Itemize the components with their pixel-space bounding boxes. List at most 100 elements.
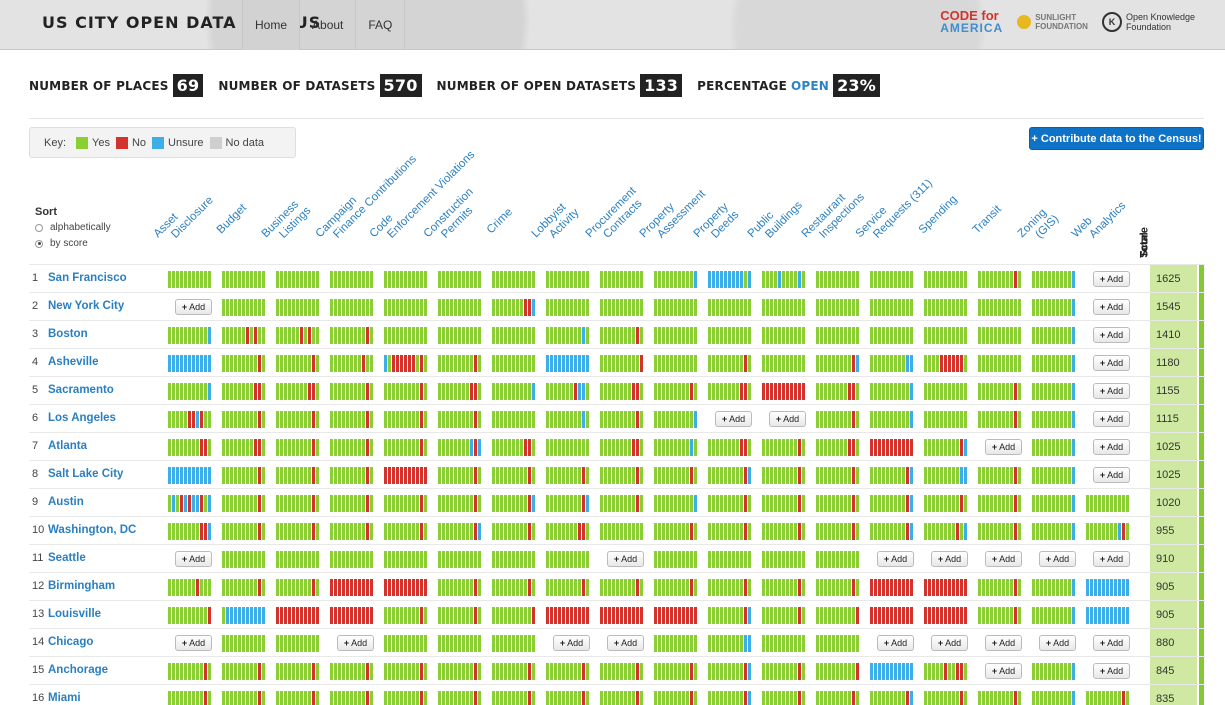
dataset-cell[interactable] bbox=[492, 523, 535, 540]
nav-faq[interactable]: FAQ bbox=[355, 0, 406, 50]
add-data-button[interactable]: + Add bbox=[553, 635, 590, 651]
dataset-cell[interactable] bbox=[492, 299, 535, 316]
add-data-button[interactable]: + Add bbox=[931, 551, 968, 567]
dataset-cell[interactable] bbox=[222, 495, 265, 512]
dataset-cell[interactable] bbox=[816, 439, 859, 456]
dataset-cell[interactable] bbox=[438, 327, 481, 344]
dataset-cell[interactable] bbox=[492, 495, 535, 512]
column-header[interactable]: Transit bbox=[971, 203, 1005, 237]
add-data-button[interactable]: + Add bbox=[1039, 551, 1076, 567]
dataset-cell[interactable] bbox=[600, 271, 643, 288]
dataset-cell[interactable] bbox=[492, 355, 535, 372]
dataset-cell[interactable] bbox=[762, 579, 805, 596]
dataset-cell[interactable] bbox=[762, 355, 805, 372]
dataset-cell[interactable] bbox=[492, 439, 535, 456]
dataset-cell[interactable] bbox=[330, 663, 373, 680]
city-link[interactable]: Seattle bbox=[48, 552, 86, 564]
dataset-cell[interactable] bbox=[924, 607, 967, 624]
dataset-cell[interactable] bbox=[222, 691, 265, 705]
dataset-cell[interactable] bbox=[222, 355, 265, 372]
dataset-cell[interactable] bbox=[978, 355, 1021, 372]
dataset-cell[interactable] bbox=[1032, 663, 1075, 680]
column-header[interactable]: Spending bbox=[917, 193, 961, 237]
city-link[interactable]: Austin bbox=[48, 496, 84, 508]
dataset-cell[interactable] bbox=[978, 523, 1021, 540]
dataset-cell[interactable] bbox=[276, 383, 319, 400]
city-link[interactable]: Los Angeles bbox=[48, 412, 116, 424]
dataset-cell[interactable] bbox=[492, 691, 535, 705]
dataset-cell[interactable] bbox=[870, 467, 913, 484]
dataset-cell[interactable] bbox=[978, 383, 1021, 400]
dataset-cell[interactable] bbox=[276, 663, 319, 680]
dataset-cell[interactable] bbox=[708, 383, 751, 400]
dataset-cell[interactable] bbox=[708, 691, 751, 705]
add-data-button[interactable]: + Add bbox=[877, 551, 914, 567]
column-header[interactable]: Web Analytics bbox=[1070, 191, 1129, 250]
dataset-cell[interactable] bbox=[384, 271, 427, 288]
city-link[interactable]: Chicago bbox=[48, 636, 94, 648]
dataset-cell[interactable] bbox=[546, 271, 589, 288]
dataset-cell[interactable] bbox=[1032, 355, 1075, 372]
dataset-cell[interactable] bbox=[222, 327, 265, 344]
dataset-cell[interactable] bbox=[438, 411, 481, 428]
dataset-cell[interactable] bbox=[762, 635, 805, 652]
dataset-cell[interactable] bbox=[492, 635, 535, 652]
dataset-cell[interactable] bbox=[546, 355, 589, 372]
add-data-button[interactable]: + Add bbox=[1093, 663, 1130, 679]
dataset-cell[interactable] bbox=[654, 579, 697, 596]
dataset-cell[interactable] bbox=[816, 579, 859, 596]
dataset-cell[interactable] bbox=[816, 271, 859, 288]
dataset-cell[interactable] bbox=[168, 579, 211, 596]
dataset-cell[interactable] bbox=[1032, 523, 1075, 540]
dataset-cell[interactable] bbox=[816, 607, 859, 624]
dataset-cell[interactable] bbox=[978, 299, 1021, 316]
city-link[interactable]: Louisville bbox=[48, 608, 102, 620]
dataset-cell[interactable] bbox=[654, 495, 697, 512]
dataset-cell[interactable] bbox=[1086, 607, 1129, 624]
dataset-cell[interactable] bbox=[708, 495, 751, 512]
dataset-cell[interactable] bbox=[762, 383, 805, 400]
dataset-cell[interactable] bbox=[222, 439, 265, 456]
add-data-button[interactable]: + Add bbox=[607, 635, 644, 651]
dataset-cell[interactable] bbox=[600, 299, 643, 316]
dataset-cell[interactable] bbox=[1032, 691, 1075, 705]
dataset-cell[interactable] bbox=[438, 439, 481, 456]
add-data-button[interactable]: + Add bbox=[607, 551, 644, 567]
dataset-cell[interactable] bbox=[492, 327, 535, 344]
add-data-button[interactable]: + Add bbox=[1093, 271, 1130, 287]
dataset-cell[interactable] bbox=[816, 691, 859, 705]
dataset-cell[interactable] bbox=[276, 327, 319, 344]
dataset-cell[interactable] bbox=[168, 355, 211, 372]
dataset-cell[interactable] bbox=[546, 411, 589, 428]
code-for-america-logo[interactable]: CODE for AMERICA bbox=[940, 9, 1003, 34]
dataset-cell[interactable] bbox=[276, 551, 319, 568]
add-data-button[interactable]: + Add bbox=[1093, 467, 1130, 483]
dataset-cell[interactable] bbox=[924, 299, 967, 316]
dataset-cell[interactable] bbox=[384, 691, 427, 705]
dataset-cell[interactable] bbox=[600, 579, 643, 596]
sunlight-foundation-logo[interactable]: SUNLIGHT FOUNDATION bbox=[1017, 13, 1088, 31]
dataset-cell[interactable] bbox=[978, 495, 1021, 512]
dataset-cell[interactable] bbox=[492, 383, 535, 400]
dataset-cell[interactable] bbox=[384, 355, 427, 372]
dataset-cell[interactable] bbox=[492, 579, 535, 596]
dataset-cell[interactable] bbox=[654, 299, 697, 316]
dataset-cell[interactable] bbox=[1086, 579, 1129, 596]
dataset-cell[interactable] bbox=[924, 271, 967, 288]
contribute-button[interactable]: + Contribute data to the Census! bbox=[1029, 127, 1204, 150]
column-header[interactable]: Budget bbox=[215, 202, 250, 237]
dataset-cell[interactable] bbox=[708, 299, 751, 316]
column-header[interactable]: Public Buildings bbox=[746, 190, 806, 250]
dataset-cell[interactable] bbox=[1032, 327, 1075, 344]
dataset-cell[interactable] bbox=[816, 327, 859, 344]
dataset-cell[interactable] bbox=[870, 271, 913, 288]
dataset-cell[interactable] bbox=[546, 523, 589, 540]
dataset-cell[interactable] bbox=[600, 691, 643, 705]
dataset-cell[interactable] bbox=[762, 327, 805, 344]
dataset-cell[interactable] bbox=[870, 663, 913, 680]
dataset-cell[interactable] bbox=[546, 551, 589, 568]
dataset-cell[interactable] bbox=[708, 579, 751, 596]
dataset-cell[interactable] bbox=[924, 663, 967, 680]
add-data-button[interactable]: + Add bbox=[715, 411, 752, 427]
dataset-cell[interactable] bbox=[168, 327, 211, 344]
